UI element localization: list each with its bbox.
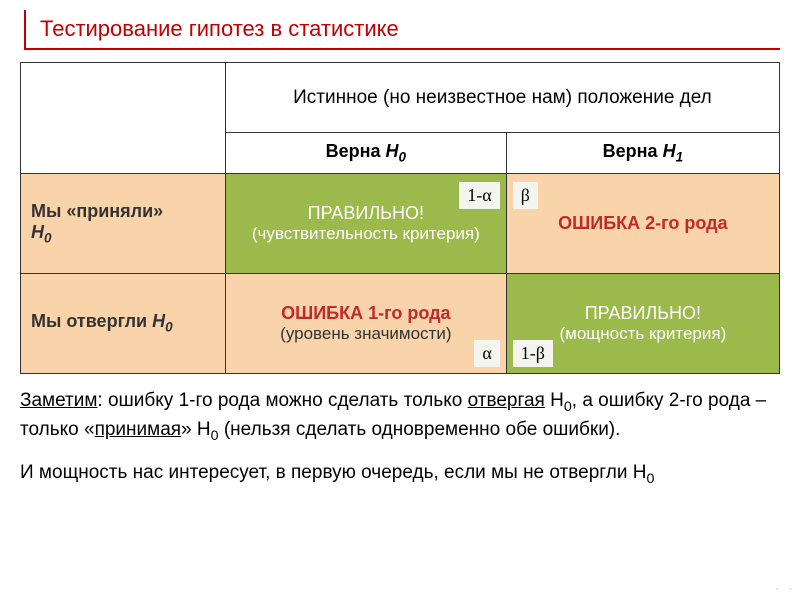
note1-d: H	[545, 390, 564, 411]
row-reject-label: Мы отвергли H0	[21, 273, 226, 373]
note-2: И мощность нас интересует, в первую очер…	[20, 460, 780, 489]
tag-one-minus-beta: 1-β	[513, 340, 553, 367]
note1-g-sub: 0	[211, 427, 219, 443]
table-row: Истинное (но неизвестное нам) положение …	[21, 63, 780, 133]
row-accept-label: Мы «приняли» H0	[21, 173, 226, 273]
cell-accept-h1: ОШИБКА 2-го рода β	[506, 173, 779, 273]
cell-reject-h1-main: ПРАВИЛЬНО!	[513, 303, 773, 324]
note1-f: принимая	[95, 419, 182, 440]
tag-one-minus-alpha: 1-α	[459, 182, 499, 209]
col-h0: Верна H0	[225, 133, 506, 174]
cell-reject-h1: ПРАВИЛЬНО! (мощность критерия) 1-β	[506, 273, 779, 373]
note1-a: Заметим	[20, 390, 97, 411]
tag-beta: β	[513, 182, 538, 209]
note2-a: И мощность нас интересует, в первую очер…	[20, 462, 646, 483]
watermark: . .	[774, 570, 794, 596]
row-accept-sub: 0	[44, 230, 52, 245]
cell-accept-h0: ПРАВИЛЬНО! (чувствительность критерия) 1…	[225, 173, 506, 273]
cell-reject-h0-sub: (уровень значимости)	[232, 324, 500, 344]
row-reject-h: H	[152, 311, 165, 331]
cell-accept-h0-sub: (чувствительность критерия)	[232, 224, 500, 244]
col-h1-h: H	[663, 141, 676, 161]
title-wrap: Тестирование гипотез в статистике	[24, 10, 780, 50]
tag-alpha: α	[474, 340, 499, 367]
note-1: Заметим: ошибку 1-го рода можно сделать …	[20, 388, 780, 446]
row-accept-h: H	[31, 222, 44, 242]
col-h0-h: H	[386, 141, 399, 161]
table-row: Мы «приняли» H0 ПРАВИЛЬНО! (чувствительн…	[21, 173, 780, 273]
col-h1: Верна H1	[506, 133, 779, 174]
header-top: Истинное (но неизвестное нам) положение …	[225, 63, 779, 133]
note1-d-sub: 0	[564, 398, 572, 414]
cell-reject-h0: ОШИБКА 1-го рода (уровень значимости) α	[225, 273, 506, 373]
hypothesis-table: Истинное (но неизвестное нам) положение …	[20, 62, 780, 374]
col-h1-sub: 1	[676, 150, 684, 165]
note2-sub: 0	[646, 470, 654, 486]
cell-reject-h0-main: ОШИБКА 1-го рода	[232, 303, 500, 324]
slide-title: Тестирование гипотез в статистике	[40, 16, 780, 42]
note1-c: отвергая	[468, 390, 545, 411]
col-h1-pre: Верна	[603, 141, 663, 161]
slide-container: Тестирование гипотез в статистике Истинн…	[0, 0, 800, 499]
row-accept-pre: Мы «приняли»	[31, 201, 163, 221]
col-h0-pre: Верна	[326, 141, 386, 161]
row-reject-sub: 0	[165, 320, 173, 335]
note1-b: : ошибку 1-го рода можно сделать только	[97, 390, 467, 411]
empty-corner	[21, 63, 226, 174]
note1-g: » H	[181, 419, 211, 440]
col-h0-sub: 0	[399, 150, 407, 165]
note1-h: (нельзя сделать одновременно обе ошибки)…	[219, 419, 621, 440]
table-row: Мы отвергли H0 ОШИБКА 1-го рода (уровень…	[21, 273, 780, 373]
row-reject-pre: Мы отвергли	[31, 311, 152, 331]
cell-accept-h1-main: ОШИБКА 2-го рода	[513, 213, 773, 234]
